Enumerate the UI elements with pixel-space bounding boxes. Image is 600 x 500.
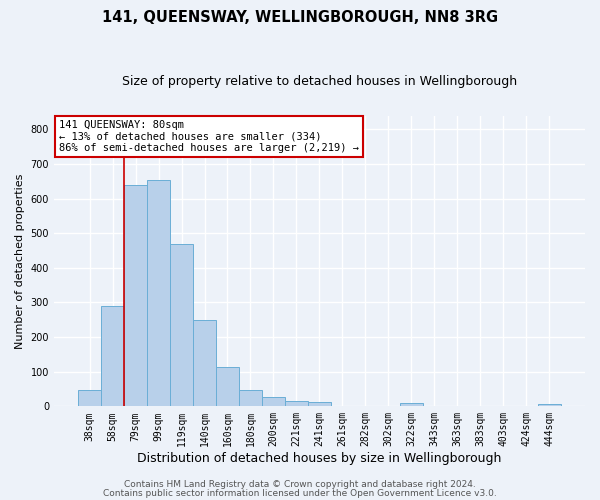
Text: Contains HM Land Registry data © Crown copyright and database right 2024.: Contains HM Land Registry data © Crown c… — [124, 480, 476, 489]
Bar — [308, 402, 331, 406]
Bar — [216, 367, 239, 406]
Bar — [239, 390, 262, 406]
Bar — [285, 401, 308, 406]
Bar — [124, 185, 147, 406]
Bar — [147, 180, 170, 406]
Text: 141, QUEENSWAY, WELLINGBOROUGH, NN8 3RG: 141, QUEENSWAY, WELLINGBOROUGH, NN8 3RG — [102, 10, 498, 25]
Bar — [170, 244, 193, 406]
Text: 141 QUEENSWAY: 80sqm
← 13% of detached houses are smaller (334)
86% of semi-deta: 141 QUEENSWAY: 80sqm ← 13% of detached h… — [59, 120, 359, 153]
Bar — [400, 403, 423, 406]
X-axis label: Distribution of detached houses by size in Wellingborough: Distribution of detached houses by size … — [137, 452, 502, 465]
Bar — [193, 320, 216, 406]
Bar — [78, 390, 101, 406]
Bar — [538, 404, 561, 406]
Y-axis label: Number of detached properties: Number of detached properties — [15, 174, 25, 348]
Bar — [262, 396, 285, 406]
Bar — [101, 306, 124, 406]
Text: Contains public sector information licensed under the Open Government Licence v3: Contains public sector information licen… — [103, 488, 497, 498]
Title: Size of property relative to detached houses in Wellingborough: Size of property relative to detached ho… — [122, 75, 517, 88]
